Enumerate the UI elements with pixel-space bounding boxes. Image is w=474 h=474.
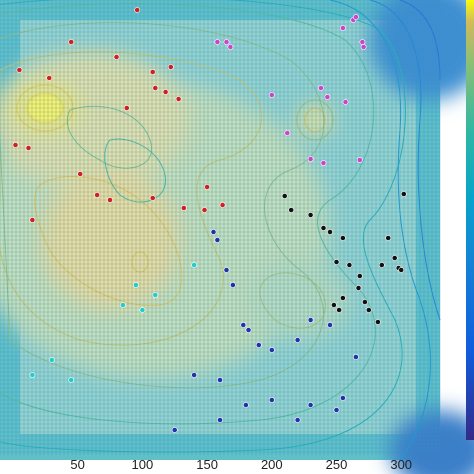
data-point [77, 171, 84, 177]
data-point [320, 160, 327, 166]
data-point [359, 39, 366, 45]
data-point [180, 205, 187, 211]
data-point [365, 307, 372, 313]
data-point [333, 259, 340, 265]
data-point [339, 395, 346, 401]
data-point [339, 25, 346, 31]
data-point [284, 130, 291, 136]
data-point [360, 44, 367, 50]
data-point [139, 307, 146, 313]
x-axis: 50 100 150 200 250 300 [70, 457, 412, 472]
data-point [167, 64, 174, 70]
data-point [162, 89, 169, 95]
data-point [294, 417, 301, 423]
data-point [175, 96, 182, 102]
data-point [245, 327, 252, 333]
data-point [191, 372, 197, 378]
data-point [191, 262, 197, 268]
data-point [214, 237, 221, 243]
data-point [149, 195, 156, 201]
x-tick-label: 300 [390, 457, 412, 472]
data-point [398, 267, 405, 273]
data-point [324, 94, 331, 100]
data-point [152, 85, 159, 91]
data-point [268, 92, 275, 98]
data-point [336, 307, 342, 313]
data-point [346, 262, 353, 268]
data-point [210, 229, 217, 235]
data-point [123, 105, 130, 111]
data-point [378, 262, 385, 268]
x-tick-label: 50 [70, 457, 84, 472]
data-point [171, 427, 178, 433]
data-point [132, 282, 139, 288]
data-point [356, 157, 363, 163]
data-point [217, 377, 223, 383]
data-point [339, 235, 346, 241]
data-point [330, 302, 337, 308]
data-point [29, 372, 36, 378]
data-point [201, 207, 208, 213]
data-point [152, 292, 159, 298]
data-point [268, 397, 275, 403]
data-point [107, 197, 113, 203]
data-point [333, 407, 340, 413]
data-point [281, 193, 288, 199]
data-point [307, 317, 314, 323]
data-point [242, 402, 249, 408]
data-point [255, 342, 262, 348]
data-point [219, 202, 226, 208]
data-point [342, 99, 349, 105]
x-tick-label: 200 [261, 457, 283, 472]
data-point [317, 85, 324, 91]
data-point [374, 319, 381, 325]
x-tick-label: 100 [132, 457, 154, 472]
data-point [320, 225, 327, 231]
data-point [327, 229, 333, 235]
data-markers [12, 7, 407, 433]
data-point [352, 14, 359, 20]
data-point [352, 354, 359, 360]
data-point [240, 322, 247, 328]
data-point [268, 347, 275, 353]
data-point [356, 273, 363, 279]
data-point [288, 207, 295, 213]
data-point [223, 39, 230, 45]
data-point [29, 217, 36, 223]
data-point [307, 402, 314, 408]
x-tick-label: 150 [196, 457, 218, 472]
data-point [48, 357, 55, 363]
data-point [339, 295, 346, 301]
data-point [149, 69, 156, 75]
data-point [25, 145, 32, 151]
data-point [120, 302, 126, 308]
data-point [307, 212, 314, 218]
data-point [134, 7, 141, 13]
data-point [327, 322, 333, 328]
data-point [223, 267, 230, 273]
data-point [214, 39, 221, 45]
x-tick-label: 250 [326, 457, 348, 472]
data-point [94, 192, 100, 198]
data-point [361, 299, 368, 305]
data-point [229, 282, 236, 288]
data-point [68, 377, 75, 383]
data-point [16, 67, 23, 73]
data-point [227, 44, 234, 50]
data-point [113, 54, 120, 60]
data-point [217, 417, 223, 423]
data-point [294, 337, 301, 343]
data-point [307, 156, 314, 162]
data-point [12, 142, 19, 148]
data-point [204, 184, 210, 190]
data-point [355, 285, 362, 291]
data-point [400, 191, 407, 197]
colorbar [466, 0, 474, 440]
data-point [391, 255, 398, 261]
data-point [68, 39, 75, 45]
data-point [46, 75, 53, 81]
data-point [385, 235, 392, 241]
